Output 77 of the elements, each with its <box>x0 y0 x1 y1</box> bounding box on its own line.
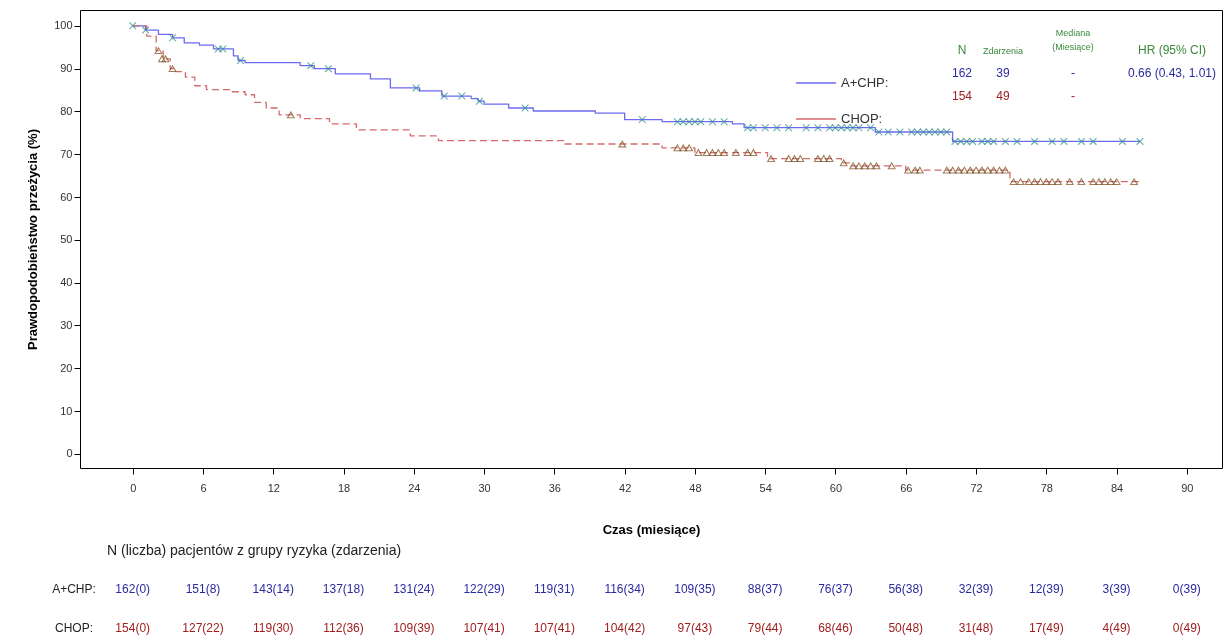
text: 154(0) <box>115 621 151 635</box>
text: 97(43) <box>677 621 713 635</box>
text: 76(37) <box>818 582 853 596</box>
text: 104(42) <box>603 621 646 635</box>
y-tick-label: 40 <box>60 276 73 289</box>
text: 131(24) <box>393 582 435 596</box>
text: 116(34) <box>604 582 645 596</box>
text: 109(39) <box>393 621 435 635</box>
x-tick-label: 66 <box>900 481 913 494</box>
text: 107(41) <box>463 621 505 635</box>
x-tick-label: 18 <box>337 481 351 494</box>
annotation: 0.66 (0.43, 1.01) <box>1127 66 1217 80</box>
text: A+CHP: <box>52 582 96 596</box>
annotation: HR (95% CI) <box>1137 43 1207 57</box>
text: 79(44) <box>747 621 783 635</box>
annotation: - <box>1071 89 1075 103</box>
y-tick-label: 70 <box>60 147 73 160</box>
y-tick-label: 60 <box>60 190 73 203</box>
y-tick-label: 20 <box>60 361 73 374</box>
annotation: N <box>957 43 967 57</box>
x-tick-label: 24 <box>408 481 421 494</box>
text: N (liczba) pacjentów z grupy ryzyka (zdarzenia) <box>107 542 402 558</box>
text: 137(18) <box>322 582 365 596</box>
x-tick-label: 72 <box>970 481 983 494</box>
text: 162(0) <box>115 582 151 596</box>
text: 4(49) <box>1102 621 1131 635</box>
y-tick-label: 30 <box>60 318 73 331</box>
y-axis-title: Prawdopodobieństwo przeżycia (%) <box>25 128 41 351</box>
annotation: Zdarzenia <box>982 46 1024 56</box>
x-tick-label: 6 <box>200 481 207 494</box>
text: 3(39) <box>1102 582 1131 596</box>
text: 143(14) <box>252 582 294 596</box>
annotation: 39 <box>996 66 1010 80</box>
text: CHOP: <box>54 621 94 635</box>
text: 119(31) <box>534 582 575 596</box>
legend-label: A+CHP: <box>841 75 889 90</box>
text: 17(49) <box>1028 621 1064 635</box>
x-tick-label: 42 <box>619 481 632 494</box>
text: 127(22) <box>182 621 224 635</box>
y-tick-label: 0 <box>66 447 73 460</box>
text: 56(38) <box>888 582 924 596</box>
annotation: 162 <box>951 66 973 80</box>
text: 68(46) <box>818 621 853 635</box>
x-tick-label: 78 <box>1040 481 1053 494</box>
x-tick-label: 84 <box>1110 481 1124 494</box>
y-tick-label: 90 <box>60 62 73 75</box>
x-axis-title: Czas (miesiące) <box>602 521 701 537</box>
text: 31(48) <box>958 621 994 635</box>
text: 0(39) <box>1172 582 1201 596</box>
annotation: Mediana (Miesiące) <box>1051 27 1095 54</box>
text: 107(41) <box>533 621 576 635</box>
y-tick-label: 50 <box>60 233 73 246</box>
x-tick-label: 90 <box>1181 481 1194 494</box>
text: 109(35) <box>674 582 716 596</box>
legend-label: CHOP: <box>841 111 883 126</box>
x-tick-label: 48 <box>689 481 702 494</box>
annotation: - <box>1071 66 1075 80</box>
text: 0(49) <box>1172 621 1201 635</box>
annotation: 154 <box>951 89 973 103</box>
y-tick-label: 10 <box>60 404 73 417</box>
y-tick-label: 80 <box>60 104 73 117</box>
text: 119(30) <box>253 621 294 635</box>
x-tick-label: 30 <box>478 481 491 494</box>
x-tick-label: 12 <box>267 481 280 494</box>
text: 151(8) <box>185 582 221 596</box>
text: 50(48) <box>888 621 924 635</box>
x-tick-label: 0 <box>130 481 137 494</box>
text: 122(29) <box>463 582 505 596</box>
annotation: 49 <box>996 89 1010 103</box>
x-tick-label: 36 <box>548 481 561 494</box>
y-tick-label: 100 <box>54 19 73 32</box>
x-tick-label: 60 <box>829 481 843 494</box>
text: 32(39) <box>958 582 994 596</box>
text: 12(39) <box>1028 582 1064 596</box>
x-tick-label: 54 <box>759 481 772 494</box>
text: 112(36) <box>323 621 364 635</box>
text: 88(37) <box>747 582 783 596</box>
